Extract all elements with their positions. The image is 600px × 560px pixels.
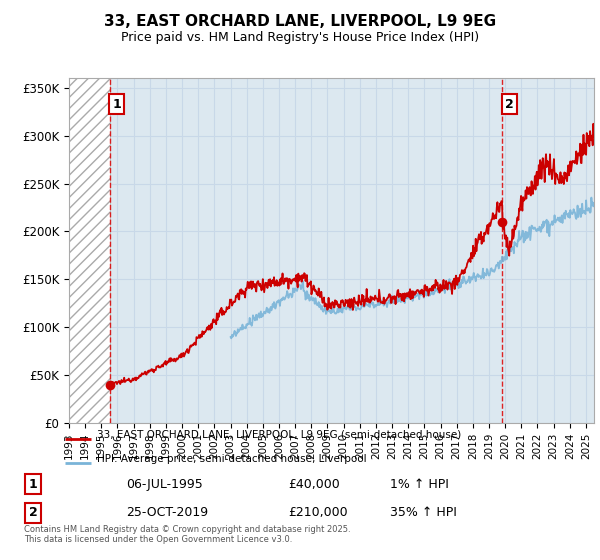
Text: 1: 1 [29,478,37,491]
Text: 06-JUL-1995: 06-JUL-1995 [126,478,203,491]
Text: £40,000: £40,000 [288,478,340,491]
Text: HPI: Average price, semi-detached house, Liverpool: HPI: Average price, semi-detached house,… [97,454,366,464]
Text: Contains HM Land Registry data © Crown copyright and database right 2025.
This d: Contains HM Land Registry data © Crown c… [24,525,350,544]
Text: 35% ↑ HPI: 35% ↑ HPI [390,506,457,519]
Text: 33, EAST ORCHARD LANE, LIVERPOOL, L9 9EG (semi-detached house): 33, EAST ORCHARD LANE, LIVERPOOL, L9 9EG… [97,430,461,440]
Text: 25-OCT-2019: 25-OCT-2019 [126,506,208,519]
Bar [69,78,110,423]
Text: £210,000: £210,000 [288,506,347,519]
Text: 33, EAST ORCHARD LANE, LIVERPOOL, L9 9EG: 33, EAST ORCHARD LANE, LIVERPOOL, L9 9EG [104,14,496,29]
Text: 2: 2 [29,506,37,519]
Text: 2: 2 [505,97,514,110]
Text: 1% ↑ HPI: 1% ↑ HPI [390,478,449,491]
Text: 1: 1 [112,97,121,110]
Text: Price paid vs. HM Land Registry's House Price Index (HPI): Price paid vs. HM Land Registry's House … [121,31,479,44]
